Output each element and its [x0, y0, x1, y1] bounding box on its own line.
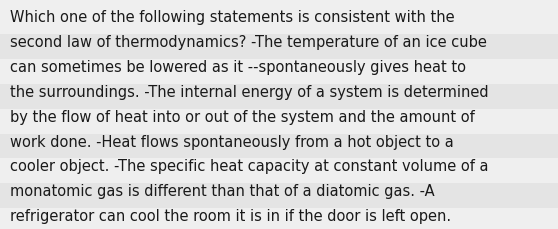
- Text: monatomic gas is different than that of a diatomic gas. -A: monatomic gas is different than that of …: [10, 183, 435, 198]
- Bar: [0, 208, 558, 229]
- Text: can sometimes be lowered as it --spontaneously gives heat to: can sometimes be lowered as it --spontan…: [10, 60, 466, 75]
- Text: refrigerator can cool the room it is in if the door is left open.: refrigerator can cool the room it is in …: [10, 208, 451, 223]
- Text: by the flow of heat into or out of the system and the amount of: by the flow of heat into or out of the s…: [10, 109, 475, 124]
- Text: the surroundings. -The internal energy of a system is determined: the surroundings. -The internal energy o…: [10, 85, 489, 99]
- Bar: [0, 134, 558, 159]
- Text: second law of thermodynamics? -The temperature of an ice cube: second law of thermodynamics? -The tempe…: [10, 35, 487, 50]
- Bar: [0, 183, 558, 208]
- Bar: [0, 35, 558, 60]
- Bar: [0, 10, 558, 35]
- Bar: [0, 85, 558, 109]
- Bar: [0, 159, 558, 183]
- Bar: [0, 60, 558, 85]
- Text: work done. -Heat flows spontaneously from a hot object to a: work done. -Heat flows spontaneously fro…: [10, 134, 454, 149]
- Bar: [0, 109, 558, 134]
- Text: Which one of the following statements is consistent with the: Which one of the following statements is…: [10, 10, 455, 25]
- Text: cooler object. -The specific heat capacity at constant volume of a: cooler object. -The specific heat capaci…: [10, 159, 489, 174]
